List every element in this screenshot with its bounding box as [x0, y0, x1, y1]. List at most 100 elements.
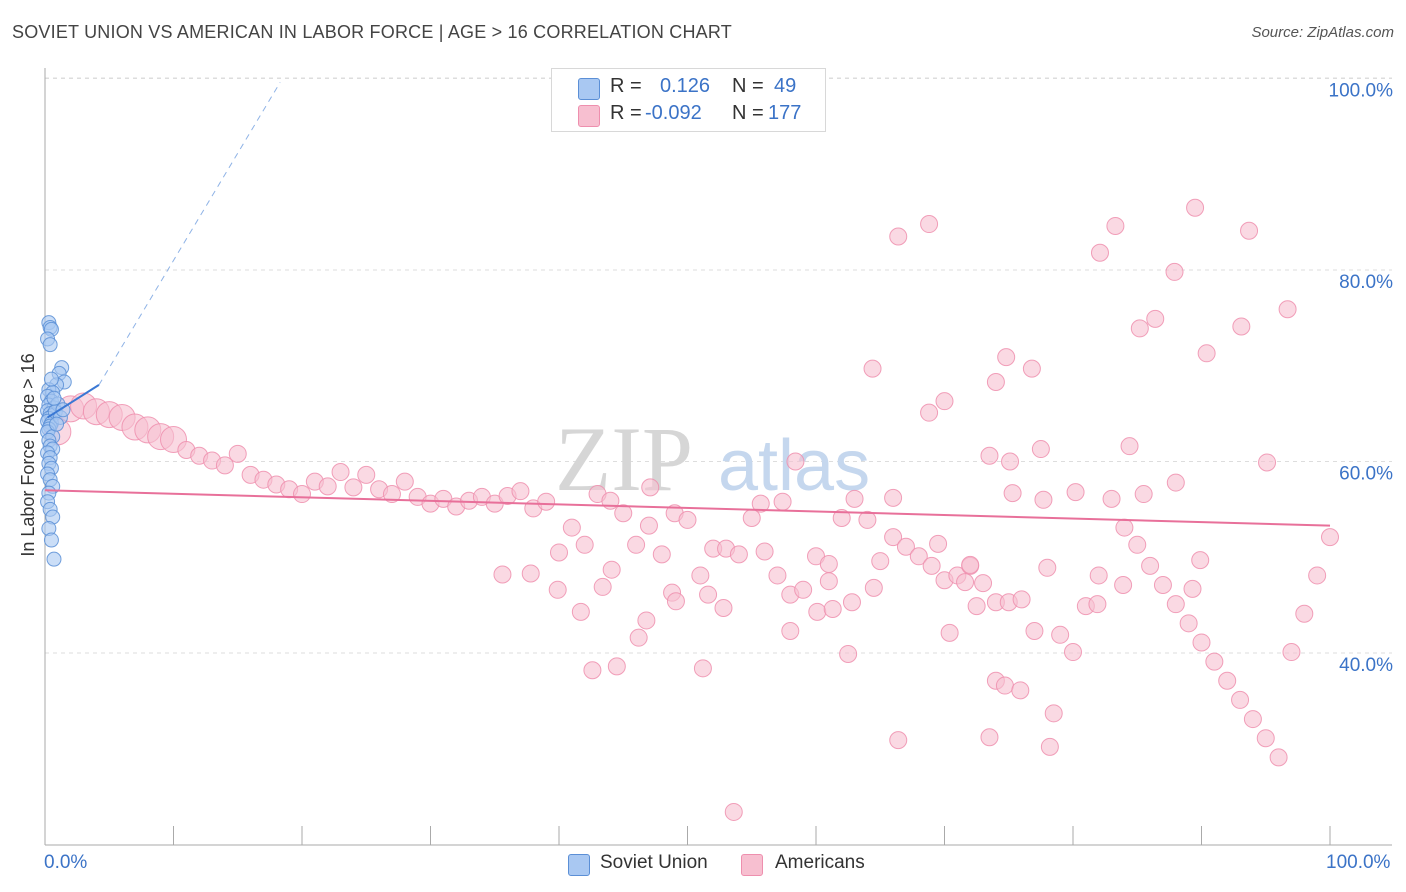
americans-point	[920, 215, 939, 234]
americans-point	[920, 403, 939, 422]
americans-point	[357, 465, 376, 484]
legend-n-value: 177	[768, 102, 802, 124]
americans-point	[1003, 484, 1022, 503]
americans-point	[974, 574, 993, 593]
americans-point	[331, 463, 350, 482]
americans-point	[537, 492, 556, 511]
americans-point	[1001, 452, 1020, 471]
americans-point	[511, 482, 530, 501]
legend-swatch-americans	[578, 105, 600, 127]
soviet-trend-line	[47, 384, 100, 419]
americans-point	[1295, 604, 1314, 623]
americans-point	[1258, 453, 1277, 472]
americans-point	[1040, 737, 1059, 756]
chart-title: SOVIET UNION VS AMERICAN IN LABOR FORCE …	[12, 22, 732, 42]
americans-point	[935, 392, 954, 411]
americans-point	[922, 556, 941, 575]
americans-point	[1141, 556, 1160, 575]
americans-point	[819, 554, 838, 573]
x-tick-min: 0.0%	[44, 852, 88, 873]
legend-swatch-soviet	[578, 78, 600, 100]
americans-point	[1232, 317, 1251, 336]
americans-point	[956, 573, 975, 592]
americans-point	[1115, 518, 1134, 537]
americans-point	[1128, 535, 1147, 554]
legend-row-soviet: R = 0.126 N = 49	[552, 75, 825, 101]
y-tick-label: 60.0%	[1339, 464, 1393, 485]
americans-point	[641, 478, 660, 497]
americans-point	[602, 560, 621, 579]
americans-point	[1066, 483, 1085, 502]
americans-point	[986, 373, 1005, 392]
soviet-point	[43, 532, 59, 548]
americans-point	[997, 348, 1016, 367]
americans-point	[575, 535, 594, 554]
americans-label: Americans	[775, 852, 865, 873]
gridlines	[45, 77, 1392, 654]
americans-point	[627, 535, 646, 554]
source-label: Source: ZipAtlas.com	[1251, 24, 1394, 41]
americans-point	[1044, 704, 1063, 723]
americans-point	[1025, 621, 1044, 640]
americans-point	[896, 537, 915, 556]
legend-r-value: -0.092	[645, 102, 702, 124]
americans-point	[1192, 633, 1211, 652]
americans-point	[1218, 671, 1237, 690]
americans-point	[823, 599, 842, 618]
americans-point	[995, 676, 1014, 695]
americans-point	[1034, 490, 1053, 509]
americans-point	[929, 534, 948, 553]
americans-point	[639, 516, 658, 535]
americans-swatch	[741, 854, 763, 876]
americans-point	[1231, 690, 1250, 709]
soviet-trend-extension	[98, 82, 281, 386]
americans-point	[228, 444, 247, 463]
americans-point	[773, 492, 792, 511]
americans-point	[768, 566, 787, 585]
americans-point	[1243, 710, 1262, 729]
y-tick-label: 100.0%	[1329, 81, 1394, 102]
soviet-point	[43, 371, 59, 387]
americans-point	[691, 566, 710, 585]
americans-point	[678, 510, 697, 529]
americans-point	[521, 564, 540, 583]
americans-point	[1051, 625, 1070, 644]
legend-n-label: N =	[732, 102, 764, 124]
americans-point	[794, 580, 813, 599]
americans-point	[863, 359, 882, 378]
soviet-point	[49, 416, 65, 432]
americans-point	[629, 628, 648, 647]
americans-point	[858, 510, 877, 529]
americans-point	[751, 494, 770, 513]
americans-point	[1146, 309, 1165, 328]
americans-point	[729, 545, 748, 564]
soviet-point	[46, 390, 62, 406]
americans-point	[550, 543, 568, 562]
americans-point	[1106, 216, 1125, 235]
americans-point	[1278, 300, 1297, 319]
americans-point	[884, 488, 903, 507]
x-tick-max: 100.0%	[1326, 852, 1391, 873]
americans-point	[781, 621, 800, 640]
americans-point	[832, 508, 851, 527]
americans-point	[562, 518, 581, 537]
americans-point	[652, 545, 671, 564]
americans-point	[1038, 558, 1057, 577]
americans-point	[1205, 652, 1224, 671]
americans-point	[1134, 485, 1153, 504]
americans-point	[1130, 319, 1149, 338]
americans-point	[395, 472, 414, 491]
americans-point	[961, 555, 980, 574]
americans-point	[839, 644, 858, 663]
americans-point	[819, 572, 838, 591]
americans-point	[1179, 614, 1198, 633]
soviet-swatch	[568, 854, 590, 876]
americans-point	[607, 657, 626, 676]
americans-point	[1114, 576, 1133, 595]
americans-point	[1165, 262, 1184, 281]
americans-point	[1089, 566, 1108, 585]
americans-point	[884, 528, 903, 547]
stats-legend: R = 0.126 N = 49 R = -0.092 N = 177	[551, 68, 826, 132]
americans-point	[909, 547, 928, 566]
